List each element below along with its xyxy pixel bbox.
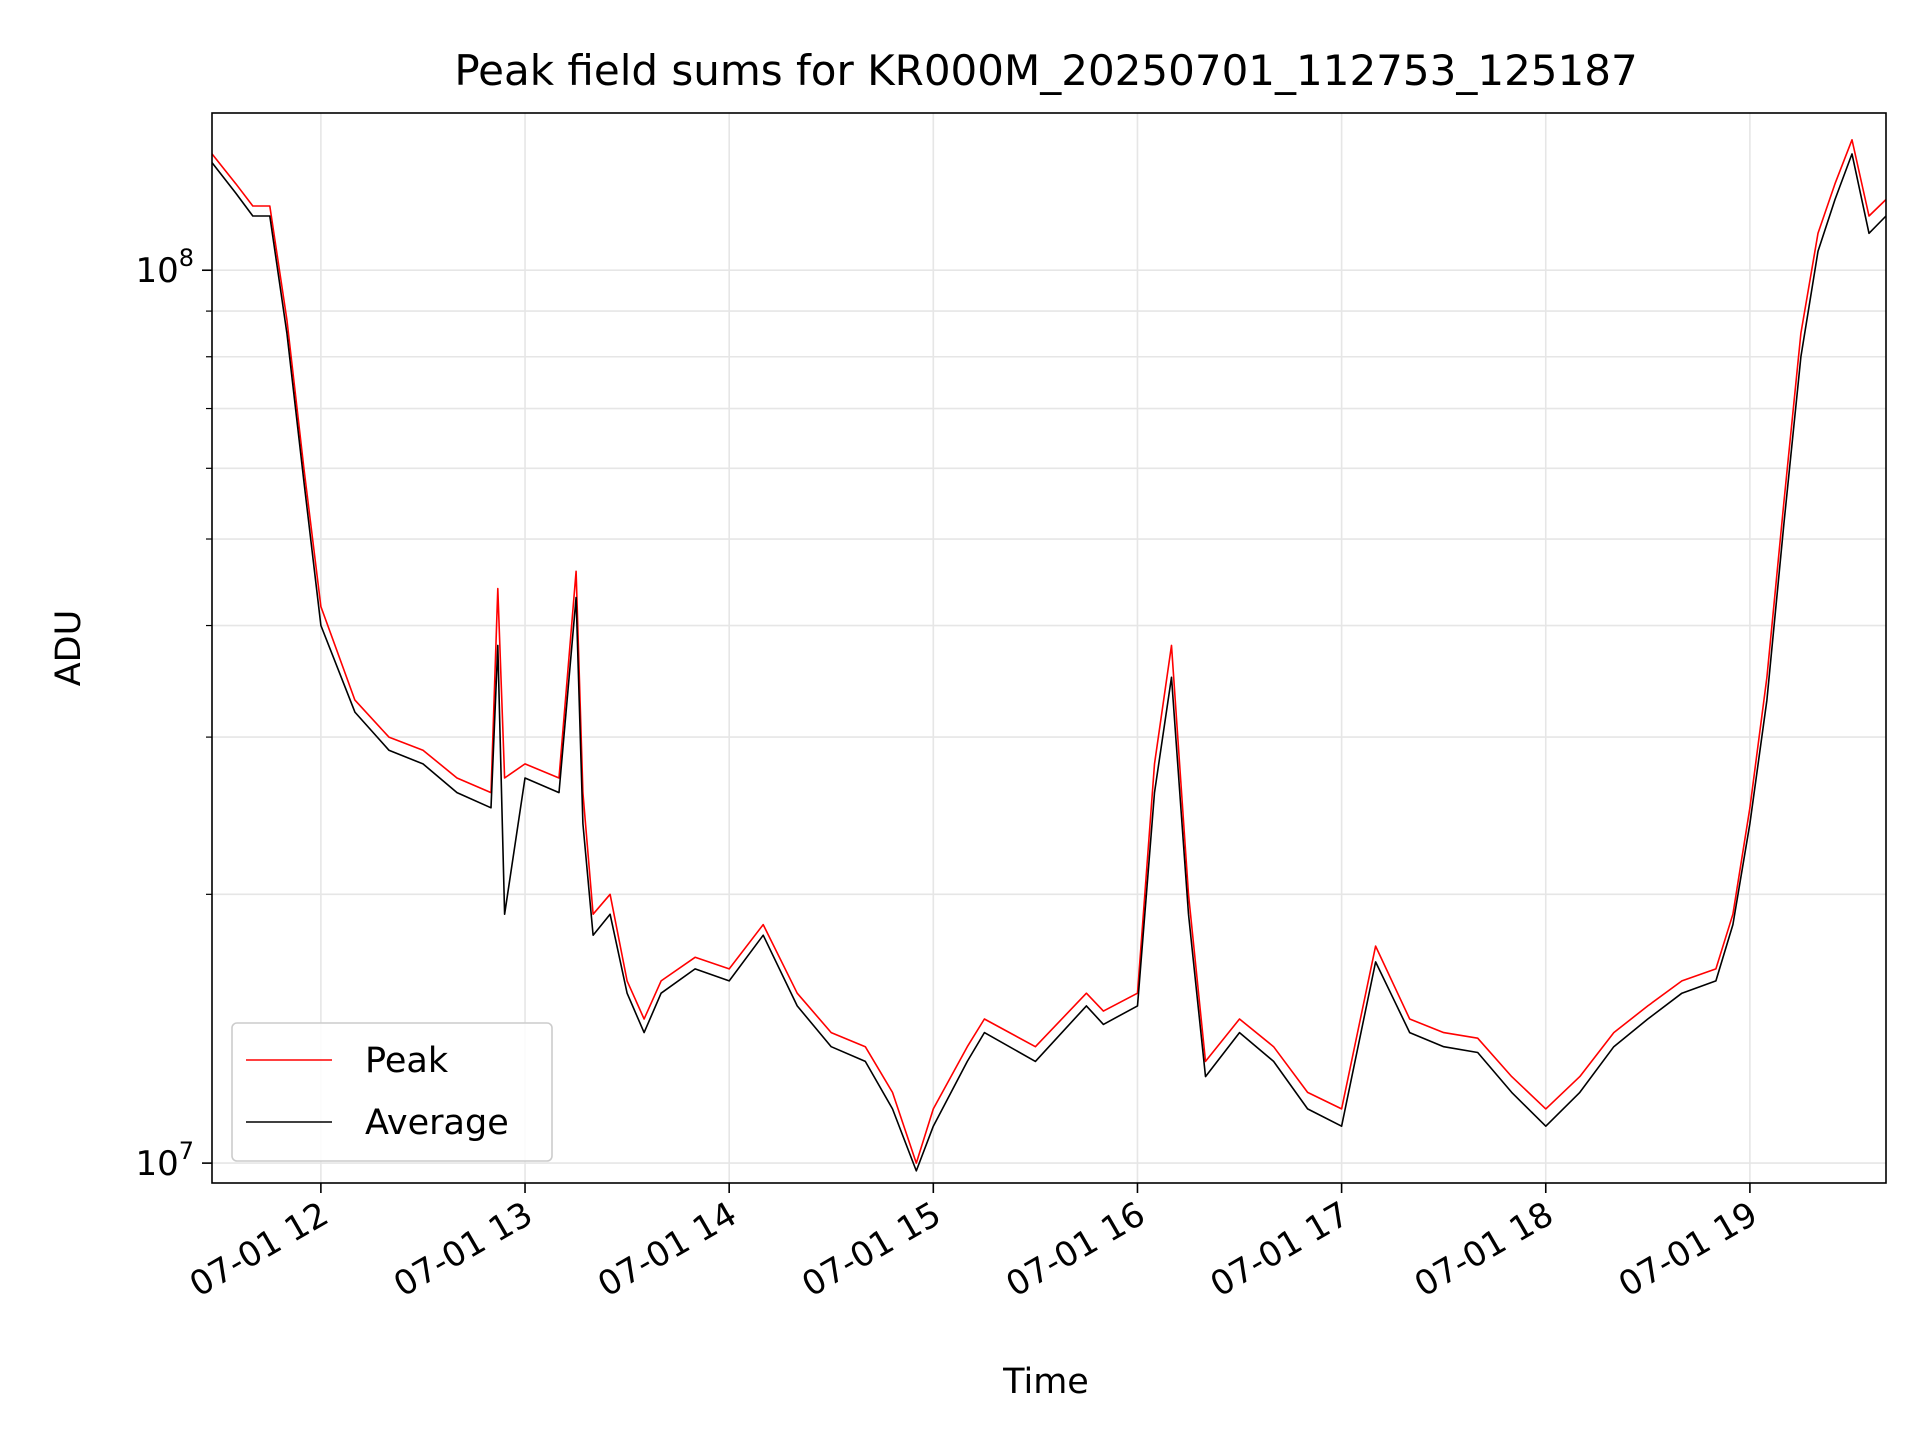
- legend-label-average: Average: [365, 1103, 509, 1143]
- plot-background: [212, 113, 1886, 1183]
- series-line-average: [211, 153, 1887, 1172]
- legend: Peak Average: [231, 1022, 553, 1162]
- x-tick-label: 07-01 16: [1000, 1194, 1152, 1305]
- x-tick-label: 07-01 18: [1408, 1194, 1560, 1305]
- x-tick-label: 07-01 15: [795, 1194, 947, 1305]
- series-lines: [211, 139, 1887, 1172]
- x-tick-label: 07-01 14: [591, 1194, 743, 1305]
- chart-title: Peak field sums for KR000M_20250701_1127…: [454, 46, 1637, 95]
- plot-frame: [211, 112, 1887, 1184]
- legend-label-peak: Peak: [365, 1041, 449, 1081]
- legend-box: [231, 1022, 553, 1162]
- x-tick-label: 07-01 12: [183, 1194, 335, 1305]
- x-ticks: 07-01 12 07-01 13 07-01 14 07-01 15 07-01 16…: [183, 1183, 1764, 1305]
- y-tick-label: 108: [135, 244, 194, 291]
- grid: [212, 113, 1886, 1183]
- y-tick-label: 107: [135, 1137, 194, 1184]
- y-ticks: 107 108: [135, 244, 212, 1184]
- x-tick-label: 07-01 17: [1204, 1194, 1356, 1305]
- x-tick-label: 07-01 13: [387, 1194, 539, 1305]
- x-axis-label: Time: [1002, 1362, 1089, 1402]
- y-axis-label: ADU: [49, 610, 89, 687]
- x-tick-label: 07-01 19: [1612, 1194, 1764, 1305]
